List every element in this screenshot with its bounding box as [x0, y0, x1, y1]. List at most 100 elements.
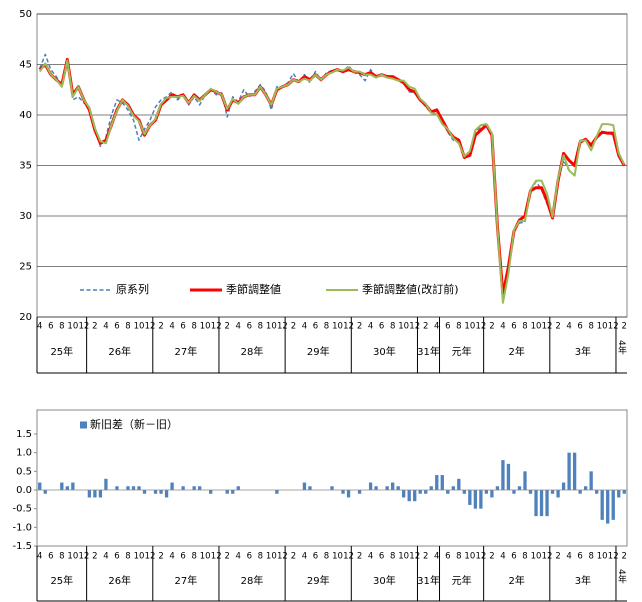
x-tick-label: 2	[622, 552, 627, 562]
x-tick-label: 10	[134, 552, 145, 562]
bar	[104, 478, 108, 490]
bar	[462, 490, 466, 494]
bar	[308, 486, 312, 490]
x-tick-label: 10	[67, 552, 78, 562]
legend-label: 季節調整値	[226, 282, 281, 296]
x-tick-label: 4	[368, 322, 373, 332]
x-tick-label: 10	[266, 322, 277, 332]
x-tick-label: 12	[475, 322, 486, 332]
bar	[429, 486, 433, 490]
year-label: 30年	[373, 574, 396, 587]
x-tick-label: 8	[522, 552, 527, 562]
x-tick-label: 12	[145, 552, 156, 562]
bar	[424, 490, 428, 494]
x-tick-label: 2	[423, 552, 428, 562]
series-line	[39, 53, 625, 300]
x-tick-label: 12	[78, 322, 89, 332]
x-tick-label: 2	[622, 322, 627, 332]
year-label: 元年	[452, 345, 472, 358]
year-label: 2年	[509, 345, 525, 358]
x-tick-label: 12	[78, 552, 89, 562]
x-tick-label: 6	[445, 552, 450, 562]
x-tick-label: 10	[597, 322, 608, 332]
bar	[501, 460, 505, 490]
bar	[402, 490, 406, 498]
y-tick-label: 50	[19, 9, 32, 20]
bar	[495, 486, 500, 490]
x-tick-label: 2	[158, 552, 163, 562]
bar	[512, 490, 516, 494]
x-tick-label: 4	[169, 552, 174, 562]
y-tick-label: 1.5	[16, 429, 32, 440]
x-tick-label: 10	[200, 552, 211, 562]
legend-label: 原系列	[116, 282, 149, 296]
x-tick-label: 8	[125, 322, 130, 332]
x-tick-label: 2	[357, 552, 362, 562]
bar	[418, 490, 422, 494]
bar	[446, 490, 450, 494]
bar	[413, 490, 417, 502]
x-tick-label: 4	[236, 552, 241, 562]
y-tick-label: 30	[19, 211, 32, 222]
x-tick-label: 6	[511, 552, 516, 562]
year-label: 31年	[417, 345, 440, 358]
bar	[231, 490, 235, 494]
bar	[98, 490, 103, 498]
x-tick-label: 2	[423, 322, 428, 332]
year-label: 27年	[175, 345, 198, 358]
x-tick-label: 10	[67, 322, 78, 332]
bar	[567, 452, 571, 490]
x-tick-label: 6	[114, 322, 119, 332]
bar	[60, 482, 64, 490]
year-label: 4年	[616, 569, 627, 585]
bar	[572, 452, 577, 490]
year-label: 27年	[175, 574, 198, 587]
x-tick-label: 6	[48, 552, 53, 562]
x-tick-label: 4	[103, 552, 108, 562]
x-tick-label: 4	[169, 322, 174, 332]
x-tick-label: 4	[37, 322, 42, 332]
bar	[435, 475, 439, 490]
bar	[131, 486, 136, 490]
y-tick-label: 40	[19, 110, 32, 121]
bar	[556, 490, 560, 498]
x-tick-label: 12	[608, 552, 619, 562]
x-tick-label: 4	[236, 322, 241, 332]
x-tick-label: 10	[464, 322, 475, 332]
x-tick-label: 6	[247, 322, 252, 332]
bar	[170, 482, 174, 490]
year-label: 28年	[241, 345, 264, 358]
x-tick-label: 8	[522, 322, 527, 332]
bar	[617, 490, 621, 498]
x-tick-label: 6	[114, 552, 119, 562]
x-tick-label: 4	[302, 322, 307, 332]
x-tick-label: 4	[500, 322, 505, 332]
x-tick-label: 2	[489, 552, 494, 562]
x-tick-label: 12	[542, 552, 553, 562]
x-tick-label: 2	[158, 322, 163, 332]
y-tick-label: 35	[19, 161, 32, 172]
legend-label: 季節調整値(改訂前)	[362, 282, 459, 296]
x-tick-label: 12	[343, 552, 354, 562]
x-tick-label: 6	[247, 552, 252, 562]
bar	[506, 463, 511, 490]
bar	[38, 482, 42, 490]
bar	[65, 486, 69, 490]
bar	[611, 490, 615, 520]
x-tick-label: 12	[211, 322, 222, 332]
x-tick-label: 10	[134, 322, 145, 332]
x-tick-label: 2	[92, 552, 97, 562]
y-tick-label: 25	[19, 262, 32, 273]
x-tick-label: 8	[456, 322, 461, 332]
y-tick-label: 1.0	[16, 448, 32, 459]
x-tick-label: 6	[577, 322, 582, 332]
x-tick-label: 4	[434, 322, 439, 332]
bar	[595, 490, 599, 494]
year-label: 31年	[417, 574, 440, 587]
x-tick-label: 6	[577, 552, 582, 562]
y-tick-label: -0.5	[12, 504, 32, 515]
year-label: 3年	[575, 574, 591, 587]
bar	[589, 471, 593, 490]
x-tick-label: 4	[302, 552, 307, 562]
